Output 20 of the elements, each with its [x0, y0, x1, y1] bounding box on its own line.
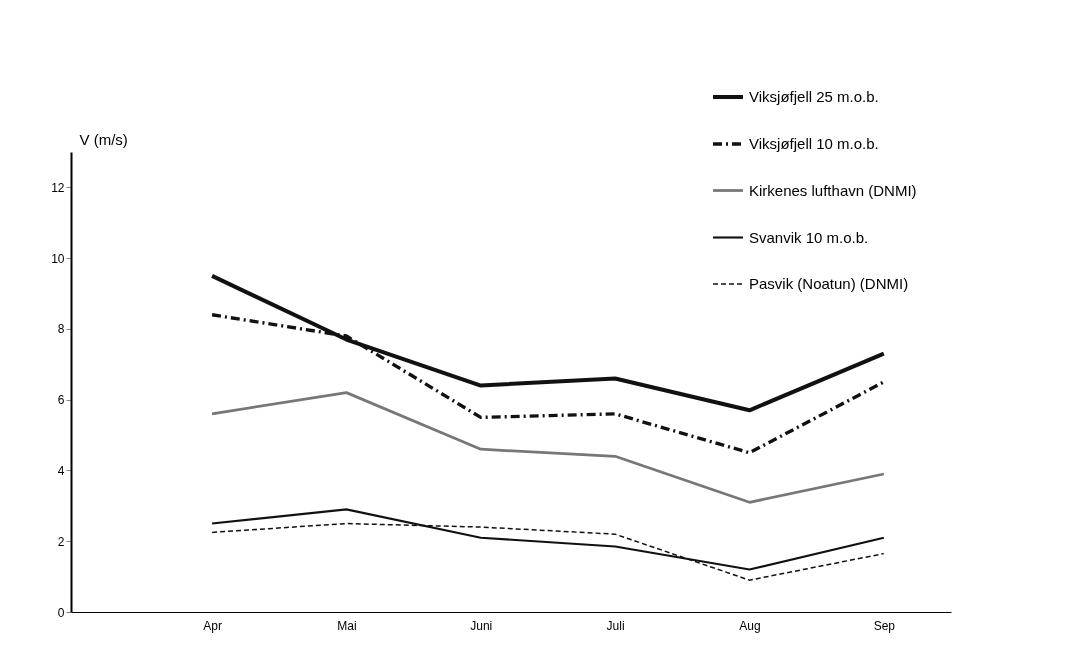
legend-label: Viksjøfjell 10 m.o.b. [749, 135, 879, 152]
y-tick-label: 10 [51, 251, 65, 266]
y-tick-label: 0 [57, 605, 65, 620]
x-tick-label: Apr [203, 618, 222, 633]
line-series [210, 391, 886, 504]
y-tick-label: 2 [57, 534, 65, 549]
x-tick-label: Mai [337, 618, 357, 633]
x-tick-label: Juni [470, 618, 493, 633]
legend-label: Kirkenes lufthavn (DNMI) [749, 181, 917, 199]
x-tick-label: Sep [873, 618, 896, 633]
y-tick-label: 6 [57, 393, 65, 408]
legend-label: Pasvik (Noatun) (DNMI) [749, 275, 909, 292]
x-tick-label: Juli [606, 618, 625, 633]
legend-label: Svanvik 10 m.o.b. [749, 228, 869, 246]
x-tick-label: Aug [739, 618, 761, 633]
legend-label: Viksjøfjell 25 m.o.b. [749, 88, 879, 105]
y-tick-label: 4 [57, 463, 65, 478]
y-axis-title: V (m/s) [79, 130, 128, 148]
y-tick-label: 12 [51, 180, 65, 195]
y-tick-label: 8 [57, 322, 65, 337]
